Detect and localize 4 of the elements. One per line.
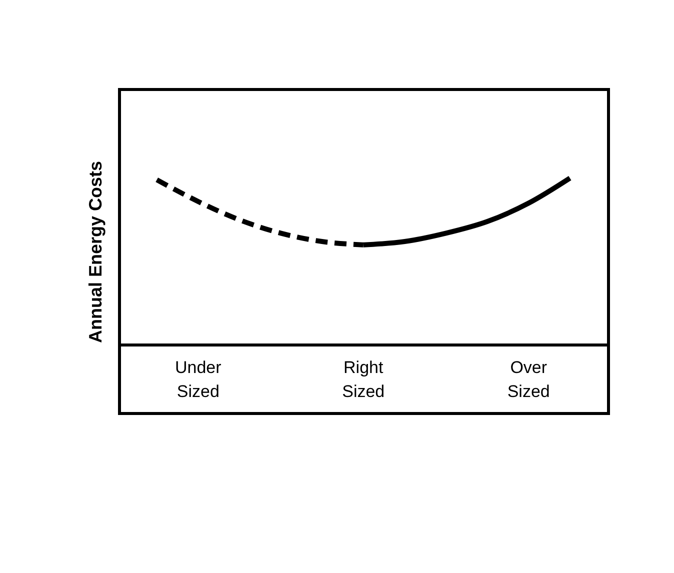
x-tick-label: Right Sized — [342, 358, 385, 401]
x-tick-label: Under Sized — [174, 358, 222, 401]
x-tick-label: Over Sized — [507, 358, 550, 401]
y-axis-title: Annual Energy Costs — [86, 160, 106, 343]
